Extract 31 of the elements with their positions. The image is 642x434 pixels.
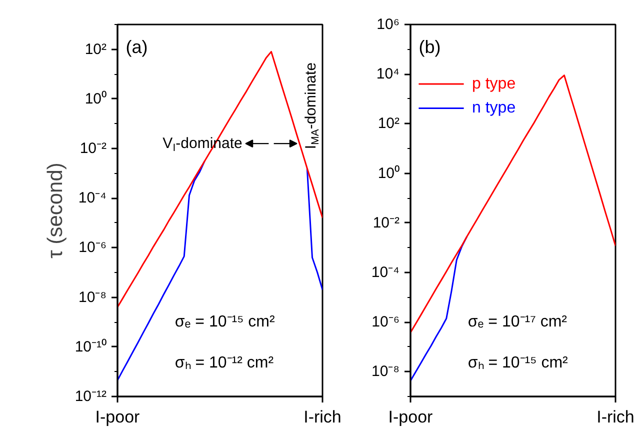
annotation: σₕ = 10⁻¹² cm²: [174, 354, 274, 372]
legend-label: n type: [472, 100, 516, 117]
x-tick-label: I-poor: [95, 408, 140, 426]
legend-label: p type: [472, 76, 516, 93]
y-tick-label: 10⁻⁶: [372, 314, 400, 331]
y-tick-label: 10⁶: [376, 16, 400, 33]
y-tick-label: 10⁰: [378, 164, 400, 182]
y-axis-title: τ (second): [44, 162, 67, 258]
y-tick-label: 10²: [84, 40, 107, 58]
y-tick-label: 10⁻¹⁰: [74, 338, 107, 356]
y-tick-label: 10⁻⁴: [371, 264, 400, 281]
x-tick-label: I-rich: [596, 408, 634, 426]
y-tick-label: 10²: [378, 115, 400, 132]
y-tick-label: 10⁻²: [80, 140, 107, 157]
annotation: (a): [126, 36, 148, 57]
y-tick-label: 10⁻⁴: [78, 190, 107, 207]
annotation: σₑ = 10⁻¹⁷ cm²: [468, 314, 568, 331]
line-series: [410, 74, 616, 334]
y-tick-label: 10⁻⁸: [371, 363, 400, 380]
y-tick-label: 10⁻⁶: [78, 239, 106, 256]
annotation: σₕ = 10⁻¹⁵ cm²: [468, 354, 569, 372]
annotation: σₑ = 10⁻¹⁵ cm²: [174, 314, 276, 331]
x-tick-label: I-rich: [304, 408, 342, 426]
y-tick-label: 10⁰: [84, 90, 107, 108]
y-tick-label: 10⁴: [376, 66, 400, 83]
annotation: IMA-dominate: [302, 62, 322, 150]
x-tick-label: I-poor: [388, 408, 434, 426]
y-tick-label: 10⁻⁸: [78, 288, 107, 306]
y-tick-label: 10⁻¹²: [74, 388, 107, 405]
annotation: (b): [418, 36, 441, 57]
y-tick-label: 10⁻²: [372, 214, 400, 232]
